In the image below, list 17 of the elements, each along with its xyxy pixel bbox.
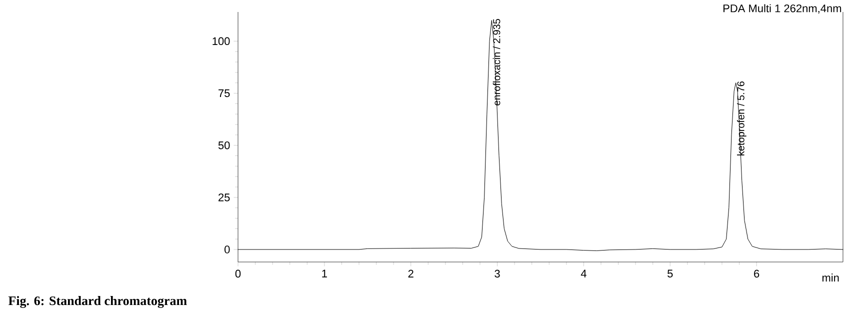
y-tick-label: 0 [224, 246, 230, 254]
y-tick-label: 75 [218, 89, 230, 98]
x-tick-label: 4 [580, 270, 586, 278]
y-tick-label: 25 [218, 194, 230, 202]
x-tick-label: 5 [668, 270, 673, 278]
y-tick-label: 100 [212, 37, 230, 46]
x-tick-label: 1 [322, 270, 327, 278]
annotation: ketoprofen / 5.76 [737, 81, 746, 156]
y-tick-label: 50 [218, 141, 230, 150]
annotation: enrofloxacin / 2.935 [492, 18, 500, 106]
x-tick-label: 6 [754, 270, 760, 278]
x-tick-label: 0 [235, 270, 241, 278]
caption: Fig. 6: Standard chromatogram [8, 296, 187, 308]
x-tick-label: 2 [408, 270, 414, 278]
x-axis-title: min [822, 274, 839, 282]
annotation: PDA Multi 1 262nm,4nm [723, 4, 842, 14]
x-tick-label: 3 [494, 270, 500, 278]
